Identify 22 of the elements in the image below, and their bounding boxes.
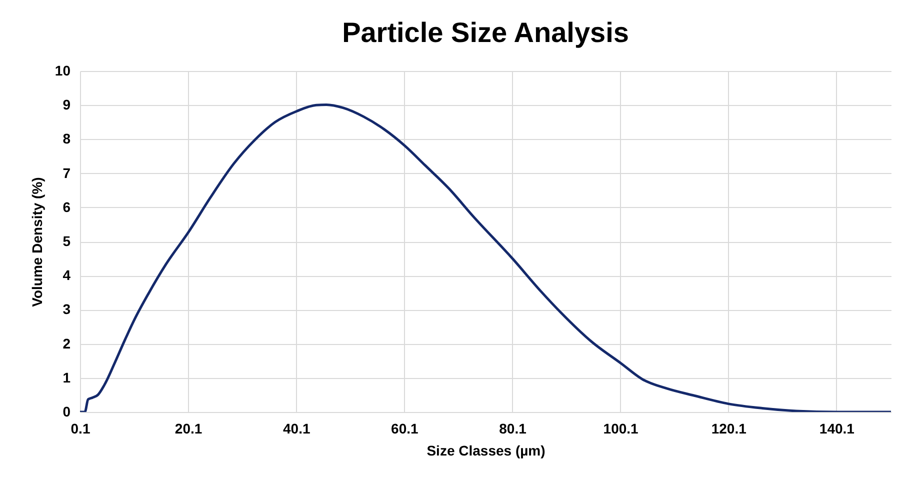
y-tick-label: 9 <box>62 96 71 113</box>
x-axis-title: Size Classes (µm) <box>426 442 546 458</box>
x-tick-label: 0.1 <box>70 420 90 436</box>
x-tick-label: 140.1 <box>819 420 855 436</box>
x-tick-label: 100.1 <box>603 420 639 436</box>
y-tick-label: 8 <box>62 130 71 147</box>
y-tick-label: 7 <box>62 164 71 181</box>
chart-title: Particle Size Analysis <box>342 17 629 48</box>
y-tick-label: 6 <box>62 198 71 215</box>
x-tick-label: 20.1 <box>174 420 202 436</box>
y-tick-label: 3 <box>62 301 71 318</box>
y-axis-title: Volume Density (%) <box>28 177 45 307</box>
y-tick-label: 4 <box>62 267 71 284</box>
y-tick-label: 1 <box>62 369 71 386</box>
y-tick-label: 0 <box>62 404 71 420</box>
y-tick-label: 10 <box>54 62 71 78</box>
x-tick-label: 80.1 <box>499 420 527 436</box>
x-tick-label: 40.1 <box>283 420 310 436</box>
x-tick-label: 60.1 <box>391 420 419 436</box>
y-tick-label: 2 <box>62 335 71 352</box>
x-tick-label: 120.1 <box>711 420 747 436</box>
y-tick-label: 5 <box>62 233 71 249</box>
